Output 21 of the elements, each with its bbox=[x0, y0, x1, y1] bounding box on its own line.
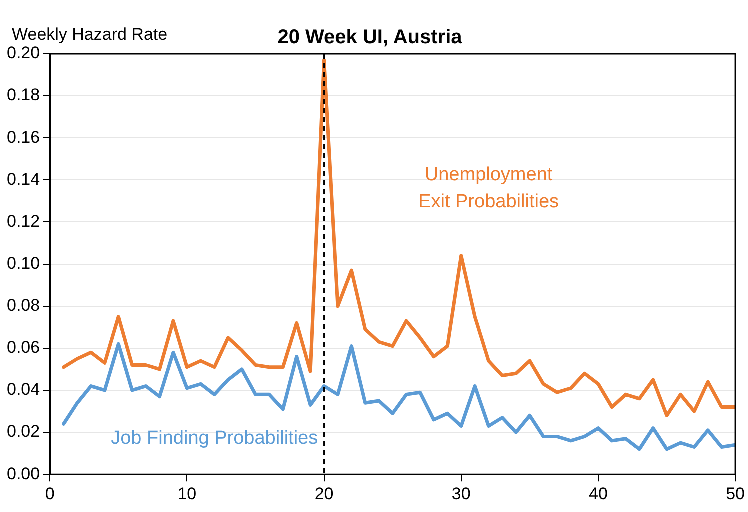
x-tick-label: 0 bbox=[45, 484, 55, 504]
x-tick-label: 30 bbox=[452, 484, 471, 504]
y-axis-title: Weekly Hazard Rate bbox=[12, 25, 168, 44]
y-tick-label: 0.08 bbox=[6, 296, 40, 316]
x-tick-label: 50 bbox=[726, 484, 746, 504]
y-tick-label: 0.02 bbox=[6, 422, 40, 442]
y-tick-label: 0.00 bbox=[6, 464, 40, 484]
y-tick-label: 0.14 bbox=[6, 170, 40, 189]
y-tick-label: 0.10 bbox=[6, 254, 40, 273]
series-label: Job Finding Probabilities bbox=[111, 428, 318, 450]
y-tick-label: 0.18 bbox=[6, 86, 40, 105]
text: Unemployment Exit Probabilities bbox=[418, 164, 560, 212]
x-tick-label: 20 bbox=[314, 484, 334, 504]
y-tick-label: 0.20 bbox=[6, 44, 40, 63]
y-tick-label: 0.06 bbox=[6, 338, 40, 358]
x-tick-label: 10 bbox=[178, 484, 197, 504]
x-tick-label: 40 bbox=[588, 484, 608, 504]
y-tick-label: 0.16 bbox=[6, 128, 40, 147]
y-tick-label: 0.04 bbox=[6, 380, 40, 400]
y-tick-label: 0.12 bbox=[6, 212, 40, 231]
chart-title: 20 Week UI, Austria bbox=[278, 26, 464, 49]
